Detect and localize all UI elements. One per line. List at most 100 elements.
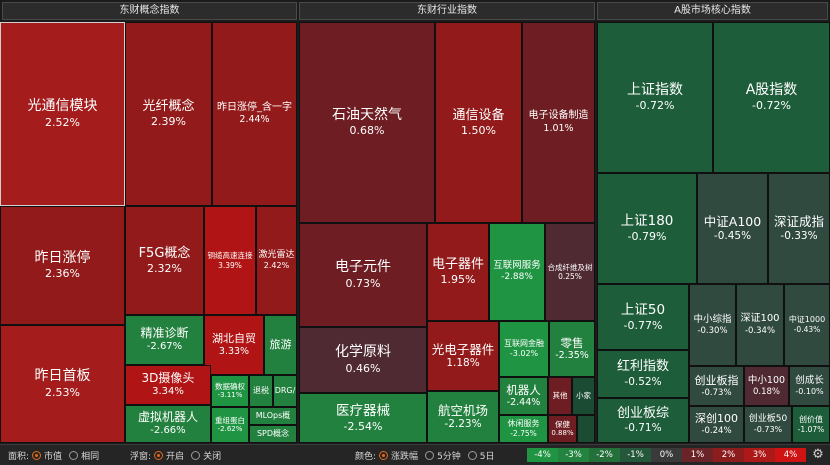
- industry-tile-i15[interactable]: 医疗器械 -2.54%: [299, 393, 427, 443]
- core-tile-m01[interactable]: 上证指数 -0.72%: [597, 22, 713, 173]
- concept-tile-c15[interactable]: DRG/: [273, 375, 297, 407]
- concept-tile-c07[interactable]: 激光雷达 2.42%: [256, 206, 297, 315]
- concept-tile-c14[interactable]: 退税: [249, 375, 273, 407]
- concept-tile-c16[interactable]: 虚拟机器人 -2.66%: [125, 405, 211, 443]
- tile-pct: -2.75%: [510, 429, 537, 439]
- tile-name: 上证180: [620, 213, 674, 230]
- core-tile-m08[interactable]: 深证100 -0.34%: [736, 284, 784, 366]
- tile-pct: -0.10%: [795, 386, 824, 396]
- tile-name: 互联网金融: [504, 339, 544, 348]
- core-tile-m02[interactable]: A股指数 -0.72%: [713, 22, 830, 173]
- concept-tile-c17[interactable]: 重组蛋白 -2.62%: [211, 407, 249, 443]
- color-radio-5day[interactable]: [467, 451, 477, 460]
- tile-name: 休闲服务: [507, 419, 540, 429]
- panel-header-core: A股市场核心指数: [597, 2, 828, 20]
- industry-tile-i04[interactable]: 电子元件 0.73%: [299, 223, 427, 327]
- industry-tile-i16[interactable]: 航空机场 -2.23%: [427, 391, 499, 443]
- scale-step[interactable]: 2%: [713, 448, 744, 462]
- industry-tile-i10[interactable]: 互联网金融 -3.02%: [499, 321, 549, 377]
- tile-name: 小家: [576, 391, 591, 401]
- color-radio-5min[interactable]: [425, 451, 435, 460]
- industry-tile-i09[interactable]: 光电子器件 1.18%: [427, 321, 499, 391]
- color-option-5day[interactable]: 5日: [479, 452, 495, 462]
- tile-pct: 3.39%: [218, 260, 242, 270]
- color-control: 颜色: 涨跌幅 5分钟 5日: [355, 449, 495, 462]
- float-option-on[interactable]: 开启: [166, 452, 185, 462]
- concept-tile-c08[interactable]: 昨日首板 2.53%: [0, 325, 125, 443]
- industry-tile-i11[interactable]: 零售 -2.35%: [549, 321, 595, 377]
- tile-name: 中证A100: [703, 214, 762, 230]
- scale-step[interactable]: 1%: [682, 448, 713, 462]
- color-radio-change[interactable]: [379, 451, 389, 460]
- float-radio-off[interactable]: [191, 451, 201, 460]
- industry-tile-i17[interactable]: 休闲服务 -2.75%: [499, 415, 548, 443]
- concept-tile-c10[interactable]: 湖北自贸 3.33%: [204, 315, 264, 375]
- float-label: 浮窗:: [130, 452, 152, 462]
- gear-icon[interactable]: ⚙: [812, 447, 824, 462]
- core-tile-m09[interactable]: 中证1000 -0.43%: [784, 284, 830, 366]
- tile-name: 光电子器件: [431, 341, 495, 357]
- core-tile-m05[interactable]: 深证成指 -0.33%: [768, 173, 830, 284]
- industry-tile-i13[interactable]: 其他: [548, 377, 572, 415]
- scale-step[interactable]: 3%: [744, 448, 775, 462]
- core-tile-m13[interactable]: 创成长 -0.10%: [789, 366, 830, 406]
- concept-tile-c12[interactable]: 3D摄像头 3.34%: [125, 365, 211, 405]
- color-option-5min[interactable]: 5分钟: [437, 452, 461, 462]
- scale-step[interactable]: -2%: [589, 448, 620, 462]
- concept-tile-c06[interactable]: 铜缆高速连接 3.39%: [204, 206, 256, 315]
- core-tile-m07[interactable]: 中小综指 -0.30%: [689, 284, 736, 366]
- float-radio-on[interactable]: [154, 451, 164, 460]
- core-tile-m06[interactable]: 上证50 -0.77%: [597, 284, 689, 350]
- industry-tile-i08[interactable]: 化学原料 0.46%: [299, 327, 427, 393]
- scale-step[interactable]: -1%: [620, 448, 651, 462]
- tile-name: 中证1000: [788, 315, 826, 325]
- scale-step[interactable]: 4%: [775, 448, 806, 462]
- area-option-equal[interactable]: 相同: [81, 452, 100, 462]
- concept-tile-c13[interactable]: 数据确权 -3.11%: [211, 375, 249, 407]
- industry-tile-i18[interactable]: 保健 0.88%: [548, 415, 577, 443]
- color-option-change[interactable]: 涨跌幅: [391, 452, 419, 462]
- concept-tile-c01[interactable]: 光通信模块 2.52%: [0, 22, 125, 206]
- tile-name: 红利指数: [616, 359, 669, 375]
- core-tile-m03[interactable]: 上证180 -0.79%: [597, 173, 697, 284]
- tile-name: SPD概念: [256, 429, 290, 438]
- core-tile-m16[interactable]: 创业板50 -0.73%: [744, 406, 792, 443]
- core-tile-m17[interactable]: 创价值 -1.07%: [792, 406, 830, 443]
- area-option-marketcap[interactable]: 市值: [44, 452, 63, 462]
- tile-pct: -0.72%: [752, 99, 791, 113]
- core-tile-m04[interactable]: 中证A100 -0.45%: [697, 173, 768, 284]
- scale-step[interactable]: -4%: [527, 448, 558, 462]
- concept-tile-c04[interactable]: 昨日涨停 2.36%: [0, 206, 125, 325]
- concept-tile-c03[interactable]: 昨日涨停_含一字 2.44%: [212, 22, 297, 206]
- scale-step[interactable]: 0%: [651, 448, 682, 462]
- core-tile-m11[interactable]: 创业板指 -0.73%: [689, 366, 744, 406]
- core-tile-m10[interactable]: 红利指数 -0.52%: [597, 350, 689, 398]
- industry-tile-i06[interactable]: 互联网服务 -2.88%: [489, 223, 545, 321]
- core-tile-m15[interactable]: 深创100 -0.24%: [689, 406, 744, 443]
- scale-step[interactable]: -3%: [558, 448, 589, 462]
- concept-tile-c02[interactable]: 光纤概念 2.39%: [125, 22, 212, 206]
- core-tile-m12[interactable]: 中小100 0.18%: [744, 366, 789, 406]
- industry-tile-i02[interactable]: 通信设备 1.50%: [435, 22, 522, 223]
- tile-name: 深证成指: [773, 214, 824, 230]
- concept-tile-c09[interactable]: 精准诊断 -2.67%: [125, 315, 204, 365]
- industry-tile-i07[interactable]: 合成纤维及树 0.25%: [545, 223, 595, 321]
- tile-name: 3D摄像头: [141, 371, 195, 386]
- concept-tile-c18[interactable]: MLOps概: [249, 407, 297, 425]
- industry-tile-filler[interactable]: [577, 415, 595, 443]
- industry-tile-i01[interactable]: 石油天然气 0.68%: [299, 22, 435, 223]
- area-radio-equal[interactable]: [69, 451, 79, 460]
- industry-tile-i03[interactable]: 电子设备制造 1.01%: [522, 22, 595, 223]
- core-tile-m14[interactable]: 创业板综 -0.71%: [597, 398, 689, 443]
- industry-tile-i14[interactable]: 小家: [572, 377, 595, 415]
- industry-tile-i12[interactable]: 机器人 -2.44%: [499, 377, 548, 415]
- industry-tile-i05[interactable]: 电子器件 1.95%: [427, 223, 489, 321]
- concept-tile-c05[interactable]: F5G概念 2.32%: [125, 206, 204, 315]
- tile-name: 通信设备: [452, 107, 505, 123]
- area-radio-marketcap[interactable]: [32, 451, 42, 460]
- concept-tile-c19[interactable]: SPD概念: [249, 425, 297, 443]
- concept-tile-c11[interactable]: 旅游: [264, 315, 297, 375]
- float-option-off[interactable]: 关闭: [203, 452, 222, 462]
- tile-name: 航空机场: [437, 402, 488, 418]
- tile-pct: -0.79%: [627, 230, 667, 244]
